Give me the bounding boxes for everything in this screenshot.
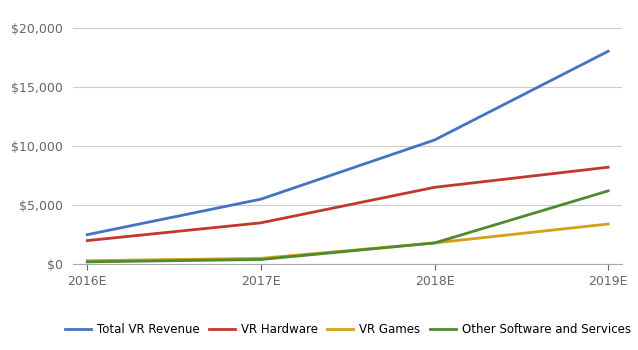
Total VR Revenue bbox=[604, 49, 612, 53]
Line: VR Hardware: VR Hardware bbox=[87, 167, 608, 240]
Total VR Revenue bbox=[84, 232, 91, 237]
Total VR Revenue bbox=[257, 197, 265, 201]
Other Software and Services bbox=[604, 189, 612, 193]
Line: VR Games: VR Games bbox=[87, 224, 608, 261]
Total VR Revenue bbox=[431, 138, 438, 142]
Line: Other Software and Services: Other Software and Services bbox=[87, 191, 608, 262]
VR Hardware bbox=[604, 165, 612, 169]
VR Hardware bbox=[257, 221, 265, 225]
VR Games bbox=[431, 241, 438, 245]
VR Games bbox=[84, 259, 91, 263]
Other Software and Services bbox=[257, 257, 265, 261]
Other Software and Services bbox=[431, 241, 438, 245]
VR Games bbox=[604, 222, 612, 226]
VR Hardware bbox=[84, 238, 91, 243]
Legend: Total VR Revenue, VR Hardware, VR Games, Other Software and Services: Total VR Revenue, VR Hardware, VR Games,… bbox=[60, 318, 635, 341]
VR Games bbox=[257, 256, 265, 260]
Line: Total VR Revenue: Total VR Revenue bbox=[87, 51, 608, 234]
VR Hardware bbox=[431, 185, 438, 189]
Other Software and Services bbox=[84, 260, 91, 264]
